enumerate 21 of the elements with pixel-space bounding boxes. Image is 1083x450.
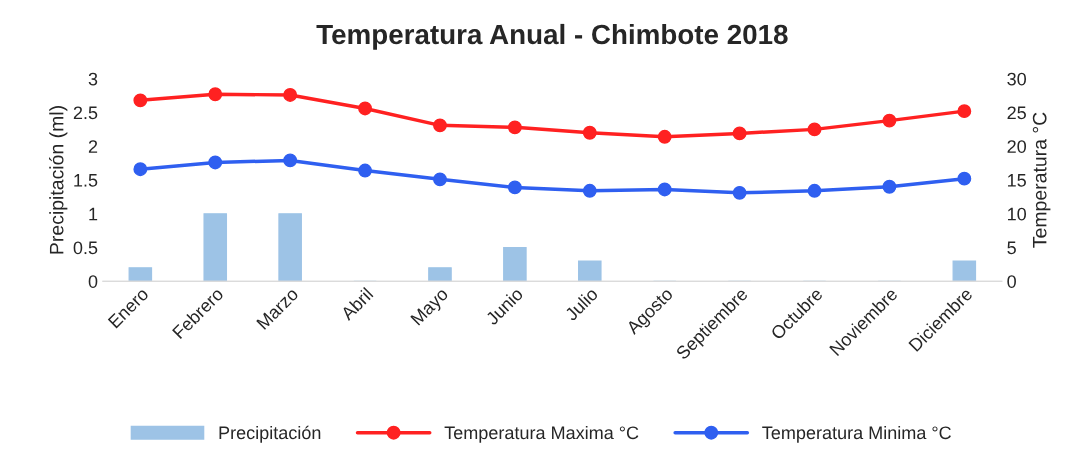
y-tick-label: 0 (88, 275, 98, 288)
x-tick-label: Julio (563, 286, 599, 322)
y2-axis-title: Temperatura °C (1032, 112, 1051, 248)
y-tick-label: 1.5 (74, 174, 98, 187)
y2-tick-label: 0 (1007, 275, 1016, 288)
y2-tick-label: 5 (1007, 241, 1016, 255)
y-tick-label: 3 (88, 72, 98, 86)
y-tick-label: 2.5 (73, 106, 98, 120)
legend-label: Precipitación (219, 425, 321, 443)
y2-tick-label: 25 (1007, 106, 1026, 120)
chart-title: Temperatura Anual - Chimbote 2018 (316, 23, 788, 50)
y-tick-label: 2 (88, 140, 98, 153)
y-axis-title: Precipitación (ml) (49, 106, 68, 254)
y2-tick-label: 15 (1008, 174, 1026, 187)
legend-label: Temperatura Maxima °C (444, 425, 639, 443)
y2-tick-label: 10 (1008, 207, 1027, 221)
y2-tick-label: 20 (1007, 140, 1027, 153)
y-tick-label: 1 (89, 207, 98, 221)
legend-label: Temperatura Minima °C (762, 425, 951, 443)
y2-tick-label: 30 (1007, 72, 1027, 86)
y-tick-label: 0.5 (73, 241, 98, 255)
